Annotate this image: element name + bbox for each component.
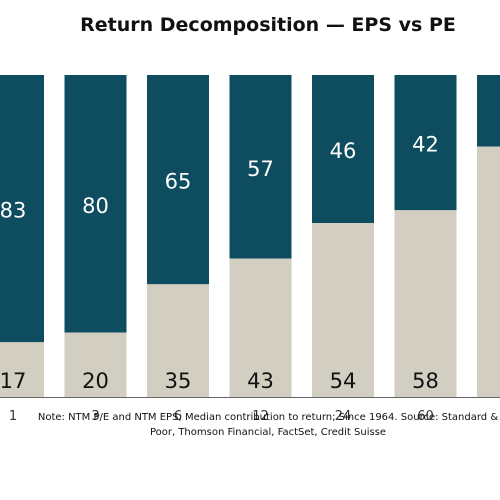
x-tick-label: 24 (335, 409, 352, 424)
data-label-top: 46 (330, 139, 357, 163)
bar-segment-top (0, 75, 44, 343)
bar-segment-top (394, 75, 457, 211)
bar-segment-top (229, 75, 292, 259)
bar-segment-top (64, 75, 127, 333)
x-tick-label: 3 (91, 409, 99, 424)
data-label-bottom: 35 (165, 369, 192, 393)
source-note: Note: NTM P/E and NTM EPS; Median contri… (37, 412, 499, 438)
data-label-bottom: 58 (412, 369, 439, 393)
bar-segment-bottom (312, 223, 374, 397)
bar-segment-bottom (0, 342, 44, 397)
data-label-bottom: 43 (247, 369, 274, 393)
x-tick-label: 60 (417, 409, 434, 424)
chart-title: Return Decomposition — EPS vs PE (80, 14, 456, 36)
x-tick-label: 12 (252, 409, 269, 424)
data-label-top: 42 (412, 133, 439, 157)
bar-segment-bottom (229, 258, 292, 397)
data-label-top: 65 (165, 170, 192, 194)
data-label-top: 80 (82, 194, 109, 218)
x-tick-label: 6 (174, 409, 182, 424)
bar-segment-top (312, 75, 374, 224)
bar-segment-top (477, 75, 500, 147)
data-label-top: 57 (247, 157, 274, 181)
bar-segment-top (147, 75, 209, 285)
x-tick-label: 1 (9, 409, 17, 424)
bar-segment-bottom (147, 284, 209, 397)
bar-segment-bottom (394, 210, 457, 397)
bar-segment-bottom (64, 332, 127, 397)
bar-segment-bottom (477, 146, 500, 397)
data-label-top: 83 (0, 199, 26, 223)
data-label-bottom: 20 (82, 369, 109, 393)
data-label-bottom: 17 (0, 369, 26, 393)
data-label-bottom: 54 (330, 369, 357, 393)
